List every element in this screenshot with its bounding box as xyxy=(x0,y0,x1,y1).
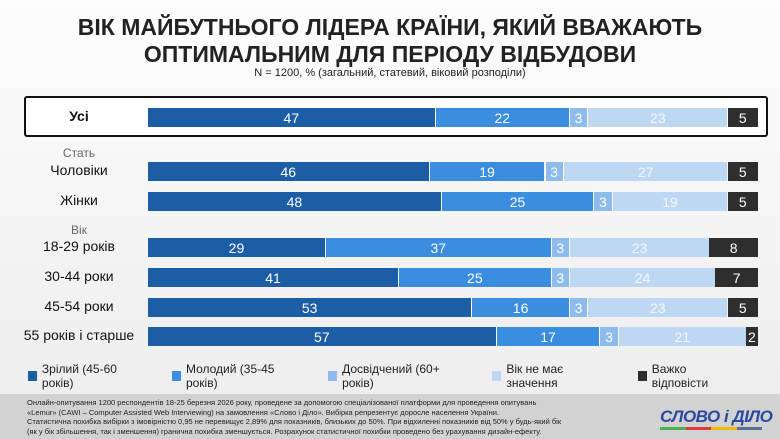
row-label: 30-44 роки xyxy=(44,268,114,284)
bar-segment: 23 xyxy=(587,108,728,127)
bar-segment: 2 xyxy=(745,327,758,346)
bar-segment: 48 xyxy=(148,192,441,211)
legend-label: Досвідчений (60+ років) xyxy=(342,362,440,390)
footer: Онлайн-опитування 1200 респондентів 18-2… xyxy=(0,394,780,439)
bar-segment: 23 xyxy=(568,238,710,257)
legend-item: Вік не має значення xyxy=(492,362,605,390)
legend-swatch xyxy=(328,371,338,381)
legend-swatch xyxy=(637,371,647,381)
bar-segment: 8 xyxy=(709,238,758,257)
bar-segment: 3 xyxy=(568,298,588,317)
bar-segment: 19 xyxy=(428,162,545,181)
legend-item: Досвідчений (60+ років) xyxy=(328,362,460,390)
footnote-line: (як у бік збільшення, так і зменшення) г… xyxy=(27,426,542,436)
footnote-line: Онлайн-опитування 1200 респондентів 18-2… xyxy=(27,398,537,407)
bar-segment: 5 xyxy=(727,108,758,127)
legend-label: Важко відповісти xyxy=(651,362,709,390)
chart-title: ВІК МАЙБУТНЬОГО ЛІДЕРА КРАЇНИ, ЯКИЙ ВВАЖ… xyxy=(77,14,703,67)
group-label: Вік xyxy=(71,223,87,237)
row-label: Чоловіки xyxy=(50,162,108,178)
bar-segment: 25 xyxy=(398,268,551,287)
bar-segment: 3 xyxy=(599,327,618,346)
row-label: 45-54 роки xyxy=(44,298,114,314)
bar-segment: 23 xyxy=(587,298,728,317)
legend-swatch xyxy=(172,371,181,381)
row-label: Жінки xyxy=(60,192,98,208)
bar-segment: 3 xyxy=(550,268,569,287)
bar-segment: 25 xyxy=(440,192,594,211)
row-label: Усі xyxy=(69,108,89,124)
bar-segment: 46 xyxy=(148,162,429,181)
bar-segment: 5 xyxy=(727,298,758,317)
bar-segment: 3 xyxy=(593,192,612,211)
row-label: 18-29 років xyxy=(43,238,115,254)
footnote: Онлайн-опитування 1200 респондентів 18-2… xyxy=(27,398,567,436)
group-label: Стать xyxy=(62,146,96,160)
legend-label: Вік не має значення xyxy=(506,362,564,390)
bar-segment: 3 xyxy=(568,108,588,127)
bar-segment: 17 xyxy=(495,327,600,346)
bar-segment: 37 xyxy=(324,238,551,257)
bar-segment: 16 xyxy=(471,298,569,317)
bar-segment: 3 xyxy=(550,238,569,257)
bar-segment: 24 xyxy=(568,268,716,287)
bar-segment: 5 xyxy=(727,192,758,211)
chart-subtitle: N = 1200, % (загальний, статевий, вікови… xyxy=(254,67,526,79)
bar-segment: 7 xyxy=(715,268,758,287)
logo: СЛОВО і ДІЛО xyxy=(660,407,773,426)
legend-label: Зрілий (45-60 років) xyxy=(41,362,117,390)
legend-swatch xyxy=(28,371,37,381)
legend-item: Молодий (35-45 років) xyxy=(172,362,296,390)
legend: Зрілий (45-60 років) Молодий (35-45 років… xyxy=(28,362,768,390)
bar-segment: 3 xyxy=(544,162,563,181)
bar-segment: 57 xyxy=(148,327,496,346)
bar-segment: 29 xyxy=(148,238,325,257)
bar-segment: 5 xyxy=(727,162,758,181)
bar-segment: 21 xyxy=(617,327,746,346)
legend-item: Зрілий (45-60 років) xyxy=(28,362,140,390)
bar-segment: 47 xyxy=(148,108,435,127)
bar-segment: 53 xyxy=(148,298,472,317)
legend-swatch xyxy=(492,371,502,381)
bar-segment: 19 xyxy=(611,192,728,211)
legend-label: Молодий (35-45 років) xyxy=(185,362,275,390)
row-label: 55 років і старше xyxy=(23,327,135,343)
bar-segment: 27 xyxy=(562,162,728,181)
legend-item: Важко відповісти xyxy=(637,362,736,390)
logo-stripe xyxy=(660,427,762,430)
footnote-line: «Lemur» (CAWI – Computer Assisted Web In… xyxy=(27,407,500,417)
bar-segment: 22 xyxy=(434,108,569,127)
footnote-line: Статистична похибка вибірки з імовірніст… xyxy=(27,417,562,426)
bar-segment: 41 xyxy=(148,268,399,287)
